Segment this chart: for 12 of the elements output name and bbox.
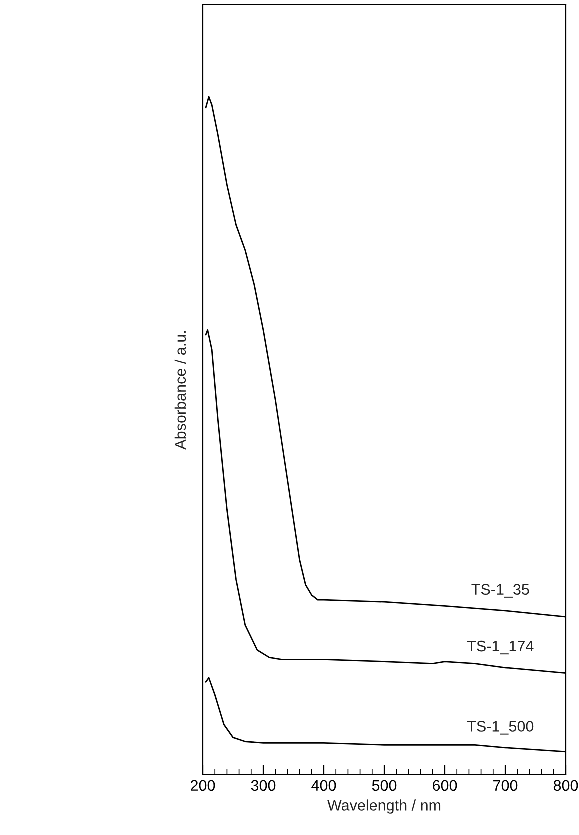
x-tick-label: 300	[251, 780, 276, 792]
x-tick-label: 400	[312, 780, 336, 792]
x-axis-title: Wavelength / nm	[328, 800, 441, 814]
x-tick-label: 200	[191, 780, 216, 792]
series-label: TS-1_35	[472, 584, 530, 598]
y-axis-title: Absorbance / a.u.	[174, 332, 186, 450]
series-label: TS-1_174	[467, 640, 534, 655]
series-label: TS-1_500	[467, 721, 534, 735]
x-tick-label: 600	[433, 780, 458, 792]
x-tick-label: 700	[494, 780, 518, 792]
x-tick-label: 800	[554, 780, 578, 792]
x-tick-label: 500	[372, 780, 397, 792]
